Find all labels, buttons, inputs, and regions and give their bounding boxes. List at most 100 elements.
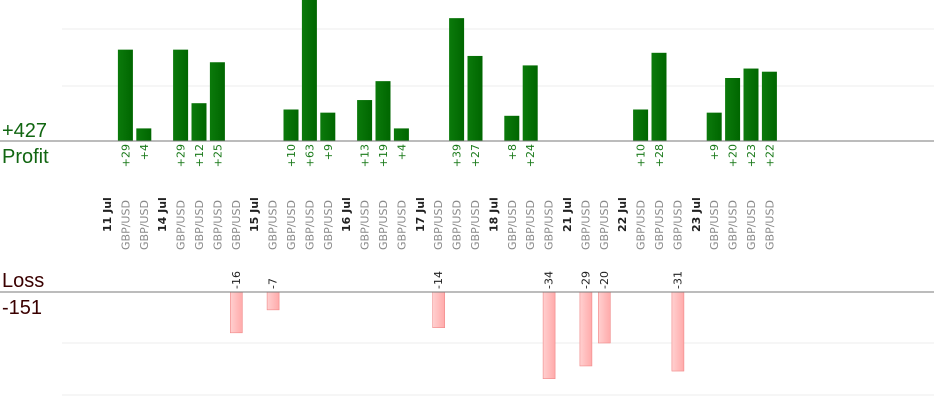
pair-label: GBP/USD xyxy=(727,200,740,250)
pair-label: GBP/USD xyxy=(598,200,611,250)
loss-value-label: -7 xyxy=(267,278,280,289)
pair-label: GBP/USD xyxy=(359,200,372,250)
profit-bar xyxy=(173,49,189,141)
profit-bar xyxy=(725,78,741,141)
loss-value-label: -14 xyxy=(432,271,445,289)
pair-label: GBP/USD xyxy=(175,200,188,250)
pair-label: GBP/USD xyxy=(230,200,243,250)
pair-label: GBP/USD xyxy=(322,200,335,250)
date-label: 21 Jul xyxy=(561,197,574,232)
pair-label: GBP/USD xyxy=(395,200,408,250)
profit-bar xyxy=(283,109,299,141)
pair-label: GBP/USD xyxy=(543,200,556,250)
profit-value-label: +8 xyxy=(506,144,519,160)
profit-value-label: +24 xyxy=(524,144,537,167)
pair-label: GBP/USD xyxy=(745,200,758,250)
date-label: 22 Jul xyxy=(616,197,629,232)
date-label: 17 Jul xyxy=(414,197,427,232)
profit-value-label: +27 xyxy=(469,144,482,167)
pair-label: GBP/USD xyxy=(524,200,537,250)
profit-value-label: +28 xyxy=(653,144,666,167)
loss-bar xyxy=(671,291,685,372)
profit-value-label: +22 xyxy=(763,144,776,167)
loss-label: Loss xyxy=(2,270,44,292)
profit-value-label: +20 xyxy=(727,144,740,167)
profit-bar xyxy=(743,68,759,141)
pair-label: GBP/USD xyxy=(469,200,482,250)
profit-bar xyxy=(504,115,520,141)
profit-value-label: +13 xyxy=(359,144,372,167)
date-label: 18 Jul xyxy=(487,197,500,232)
pair-label: GBP/USD xyxy=(432,200,445,250)
profit-value-label: +10 xyxy=(285,144,298,167)
profit-bar xyxy=(467,55,483,142)
pair-label: GBP/USD xyxy=(377,200,390,250)
profit-bar xyxy=(301,0,317,141)
profit-bar xyxy=(117,49,133,141)
pair-label: GBP/USD xyxy=(138,200,151,250)
profit-value-label: +4 xyxy=(395,144,408,160)
profit-value-label: +63 xyxy=(303,144,316,167)
pair-label: GBP/USD xyxy=(635,200,648,250)
pair-label: GBP/USD xyxy=(451,200,464,250)
profit-value-label: +9 xyxy=(708,144,721,160)
date-label: 23 Jul xyxy=(690,197,703,232)
profit-value-label: +39 xyxy=(451,144,464,167)
pair-label: GBP/USD xyxy=(671,200,684,250)
loss-bar xyxy=(230,291,243,334)
loss-value-label: -29 xyxy=(579,271,592,289)
loss-bar xyxy=(597,291,611,344)
profit-bar xyxy=(191,103,207,141)
date-label: 15 Jul xyxy=(248,197,261,232)
profit-bar xyxy=(449,18,465,141)
profit-value-label: +9 xyxy=(322,144,335,160)
profit-bar xyxy=(357,100,373,141)
pair-label: GBP/USD xyxy=(267,200,280,250)
loss-total: -151 xyxy=(2,297,42,319)
profit-value-label: +23 xyxy=(745,144,758,167)
loss-value-label: -20 xyxy=(598,271,611,289)
profit-bar xyxy=(522,65,538,141)
profit-value-label: +12 xyxy=(193,144,206,167)
profit-value-label: +29 xyxy=(175,144,188,167)
profit-value-label: +29 xyxy=(119,144,132,167)
loss-bar xyxy=(542,291,556,379)
profit-total: +427 xyxy=(2,120,47,142)
profit-bar xyxy=(706,112,722,141)
loss-value-label: -16 xyxy=(230,271,243,289)
pair-label: GBP/USD xyxy=(506,200,519,250)
profit-bar xyxy=(633,109,649,141)
profit-value-label: +10 xyxy=(635,144,648,167)
trade-labels: 11 Jul GBP/USD +29 GBP/USD +4 14 Jul GBP/USD +2… xyxy=(101,144,776,289)
profit-bar xyxy=(393,128,409,141)
pair-label: GBP/USD xyxy=(303,200,316,250)
loss-bar xyxy=(432,291,446,329)
trade-bars xyxy=(117,0,777,379)
pair-label: GBP/USD xyxy=(119,200,132,250)
pair-label: GBP/USD xyxy=(653,200,666,250)
pair-label: GBP/USD xyxy=(193,200,206,250)
loss-bar xyxy=(266,291,280,311)
profit-bar xyxy=(761,71,777,141)
date-label: 11 Jul xyxy=(101,197,114,232)
pair-label: GBP/USD xyxy=(708,200,721,250)
pair-label: GBP/USD xyxy=(211,200,224,250)
profit-bar xyxy=(136,128,152,141)
profit-bar xyxy=(651,52,667,141)
profit-value-label: +19 xyxy=(377,144,390,167)
grid-lines xyxy=(62,28,934,396)
loss-value-label: -34 xyxy=(543,271,556,289)
date-label: 14 Jul xyxy=(156,197,169,232)
loss-bar xyxy=(579,291,593,367)
profit-label: Profit xyxy=(2,146,49,168)
pair-label: GBP/USD xyxy=(285,200,298,250)
pair-label: GBP/USD xyxy=(763,200,776,250)
profit-bar xyxy=(320,112,336,141)
loss-value-label: -31 xyxy=(671,271,684,289)
profit-bar xyxy=(209,62,225,141)
profit-bar xyxy=(375,81,391,141)
pair-label: GBP/USD xyxy=(579,200,592,250)
date-label: 16 Jul xyxy=(340,197,353,232)
profit-value-label: +4 xyxy=(138,144,151,160)
profit-value-label: +25 xyxy=(211,144,224,167)
